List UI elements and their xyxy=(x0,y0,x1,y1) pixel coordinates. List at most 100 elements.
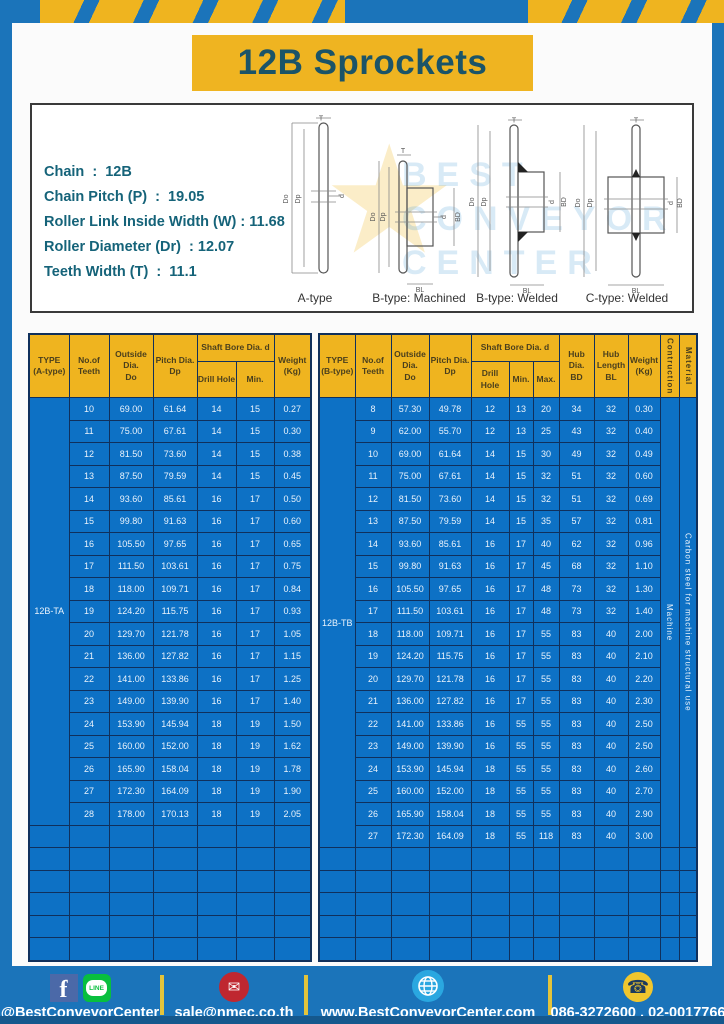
table-cell: 0.40 xyxy=(627,419,661,443)
table-cell: 15 xyxy=(508,487,534,511)
table-cell: 19 xyxy=(68,599,110,623)
table-cell: 55 xyxy=(532,644,560,668)
table-cell: 14 xyxy=(470,442,510,466)
table-cell: 93.60 xyxy=(390,532,430,556)
empty-cell xyxy=(196,914,237,938)
table-cell: 75.00 xyxy=(108,419,154,443)
table-cell: 16 xyxy=(196,644,237,668)
col-header-weight: Weight (Kg) xyxy=(627,333,661,398)
table-cell: 40 xyxy=(593,757,629,781)
globe-icon[interactable] xyxy=(412,970,444,1002)
table-cell: 1.30 xyxy=(627,577,661,601)
table-cell: 55 xyxy=(532,734,560,758)
table-cell: 1.40 xyxy=(273,689,312,713)
empty-cell xyxy=(196,892,237,916)
line-icon[interactable]: LINE xyxy=(82,974,111,1002)
table-cell: 19 xyxy=(354,644,392,668)
table-row: 14 93.60 85.61 16 17 40 62 32 0.96 xyxy=(319,532,697,556)
table-cell: 83 xyxy=(558,802,595,826)
construction-merged-cell: Machine xyxy=(659,397,680,848)
empty-cell xyxy=(470,914,510,938)
table-cell: 16 xyxy=(470,532,510,556)
dim-d-label: d xyxy=(339,194,346,198)
empty-cell xyxy=(354,847,392,871)
table-cell: 18 xyxy=(470,757,510,781)
empty-cell xyxy=(152,914,198,938)
table-cell: 18 xyxy=(196,779,237,803)
table-row: 26 165.90 158.04 18 55 55 83 40 2.90 xyxy=(319,802,697,826)
dim-t-label: T xyxy=(319,116,324,123)
table-cell: 19 xyxy=(235,712,275,736)
table-cell: 40 xyxy=(593,734,629,758)
table-cell: 73 xyxy=(558,577,595,601)
table-cell: 93.60 xyxy=(108,487,154,511)
table-cell: 26 xyxy=(354,802,392,826)
table-cell: 17 xyxy=(68,554,110,578)
table-cell: 55 xyxy=(532,779,560,803)
table-cell: 68 xyxy=(558,554,595,578)
table-cell: 20 xyxy=(68,622,110,646)
empty-cell xyxy=(558,847,595,871)
empty-cell xyxy=(558,937,595,961)
table-cell: 145.94 xyxy=(428,757,472,781)
table-row: 25 160.00 152.00 18 55 55 83 40 2.70 xyxy=(319,779,697,803)
email-icon[interactable]: ✉ xyxy=(219,972,249,1002)
empty-cell xyxy=(428,869,472,893)
table-row: 23 149.00 139.90 16 55 55 83 40 2.50 xyxy=(319,734,697,758)
facebook-icon[interactable]: f xyxy=(49,974,78,1002)
empty-cell xyxy=(28,892,70,916)
table-cell: 109.71 xyxy=(152,577,198,601)
empty-cell xyxy=(390,869,430,893)
empty-cell xyxy=(508,847,534,871)
table-row: 26 165.90 158.04 18 19 1.78 xyxy=(29,757,312,781)
table-cell: 0.60 xyxy=(627,464,661,488)
table-cell: 118.00 xyxy=(390,622,430,646)
empty-cell xyxy=(196,847,237,871)
table-row xyxy=(318,869,698,893)
table-cell: 49 xyxy=(558,442,595,466)
table-cell: 32 xyxy=(532,464,560,488)
table-cell: 0.81 xyxy=(627,509,661,533)
empty-cell xyxy=(678,892,698,916)
table-cell: 18 xyxy=(196,802,237,826)
footer-separator xyxy=(160,975,164,1015)
table-b-body: 12B-TB 8 57.30 49.78 12 13 20 34 32 0.30 Machine Ca… xyxy=(318,397,698,961)
spec-line-roller-width: Roller Link Inside Width (W) : 11.68 xyxy=(44,214,285,230)
table-cell: 118 xyxy=(532,824,560,848)
table-cell: 111.50 xyxy=(108,554,154,578)
table-cell: 127.82 xyxy=(428,689,472,713)
table-row: 22 141.00 133.86 16 55 55 83 40 2.50 xyxy=(319,712,697,736)
table-row: 21 136.00 127.82 16 17 55 83 40 2.30 xyxy=(319,689,697,713)
dim-bl-label: BL xyxy=(632,288,641,295)
table-cell: 73 xyxy=(558,599,595,623)
table-cell: 0.38 xyxy=(273,442,312,466)
table-cell: 81.50 xyxy=(108,442,154,466)
empty-cell xyxy=(354,937,392,961)
table-cell: 15 xyxy=(235,464,275,488)
table-cell: 12 xyxy=(470,397,510,421)
phone-icon[interactable]: ☎ xyxy=(623,972,653,1002)
empty-cell xyxy=(390,937,430,961)
empty-cell xyxy=(390,914,430,938)
table-cell: 34 xyxy=(558,397,595,421)
table-cell: 13 xyxy=(354,509,392,533)
table-cell: 2.60 xyxy=(627,757,661,781)
empty-cell xyxy=(659,892,680,916)
table-row: 20 129.70 121.78 16 17 55 83 40 2.20 xyxy=(319,667,697,691)
table-cell: 12 xyxy=(470,419,510,443)
table-row: 22 141.00 133.86 16 17 1.25 xyxy=(29,667,312,691)
table-cell: 40 xyxy=(593,779,629,803)
table-cell: 32 xyxy=(593,419,629,443)
table-cell: 83 xyxy=(558,757,595,781)
empty-cell xyxy=(508,869,534,893)
table-cell: 124.20 xyxy=(108,599,154,623)
empty-cell xyxy=(273,914,312,938)
table-cell: 18 xyxy=(470,779,510,803)
table-cell: 18 xyxy=(470,802,510,826)
empty-cell xyxy=(470,937,510,961)
table-cell: 32 xyxy=(593,599,629,623)
table-cell: 109.71 xyxy=(428,622,472,646)
table-row: 12B-TB 8 57.30 49.78 12 13 20 34 32 0.30 Machine Ca… xyxy=(318,397,698,848)
table-cell: 35 xyxy=(532,509,560,533)
